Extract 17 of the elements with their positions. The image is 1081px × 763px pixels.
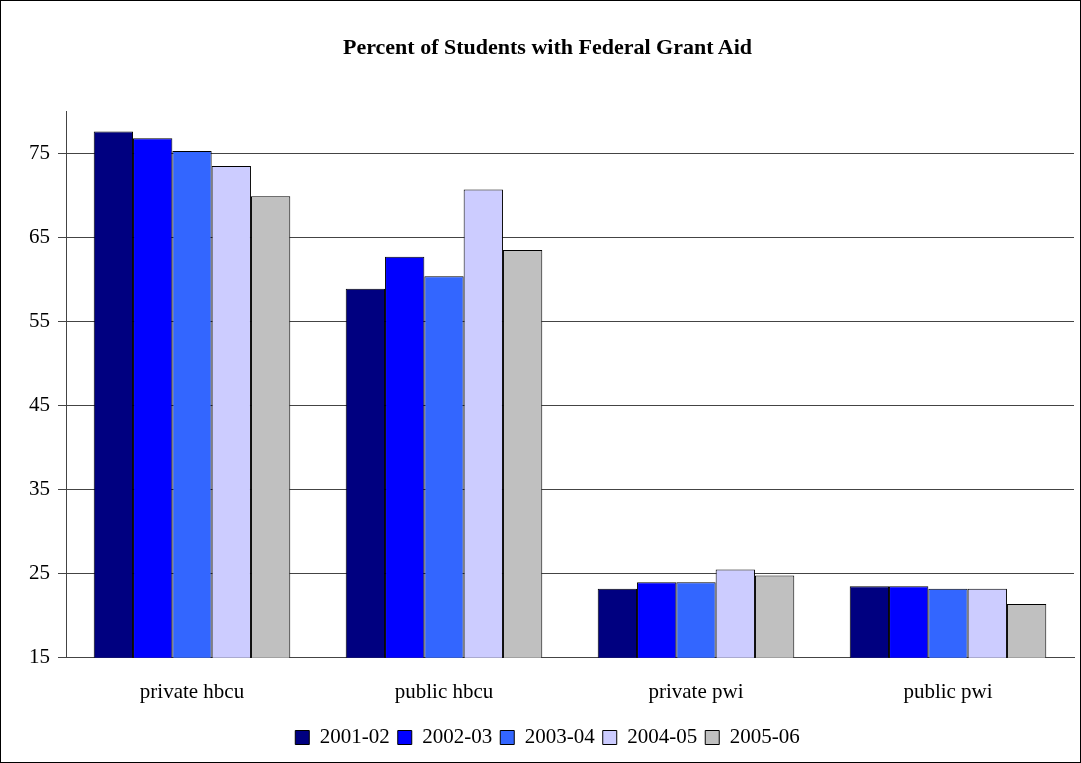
y-tick-label: 15: [29, 644, 50, 669]
y-tick-label: 45: [29, 392, 50, 417]
x-tick-label: public hbcu: [394, 678, 494, 703]
x-tick-label: private pwi: [648, 678, 744, 703]
y-tick-label: 35: [29, 476, 50, 501]
y-tick-label: 65: [29, 224, 50, 249]
legend-label: 2002-03: [422, 724, 493, 749]
legend-label: 2005-06: [729, 724, 800, 749]
legend-label: 2001-02: [319, 724, 390, 749]
x-tick-label: public pwi: [903, 678, 993, 703]
y-tick-label: 75: [29, 139, 50, 164]
chart-title: Percent of Students with Federal Grant Aid: [342, 33, 753, 59]
legend-label: 2003-04: [524, 724, 596, 749]
x-tick-label: private hbcu: [139, 678, 245, 703]
legend-label: 2004-05: [627, 724, 698, 749]
y-tick-label: 55: [29, 308, 50, 333]
y-tick-label: 25: [29, 560, 50, 585]
